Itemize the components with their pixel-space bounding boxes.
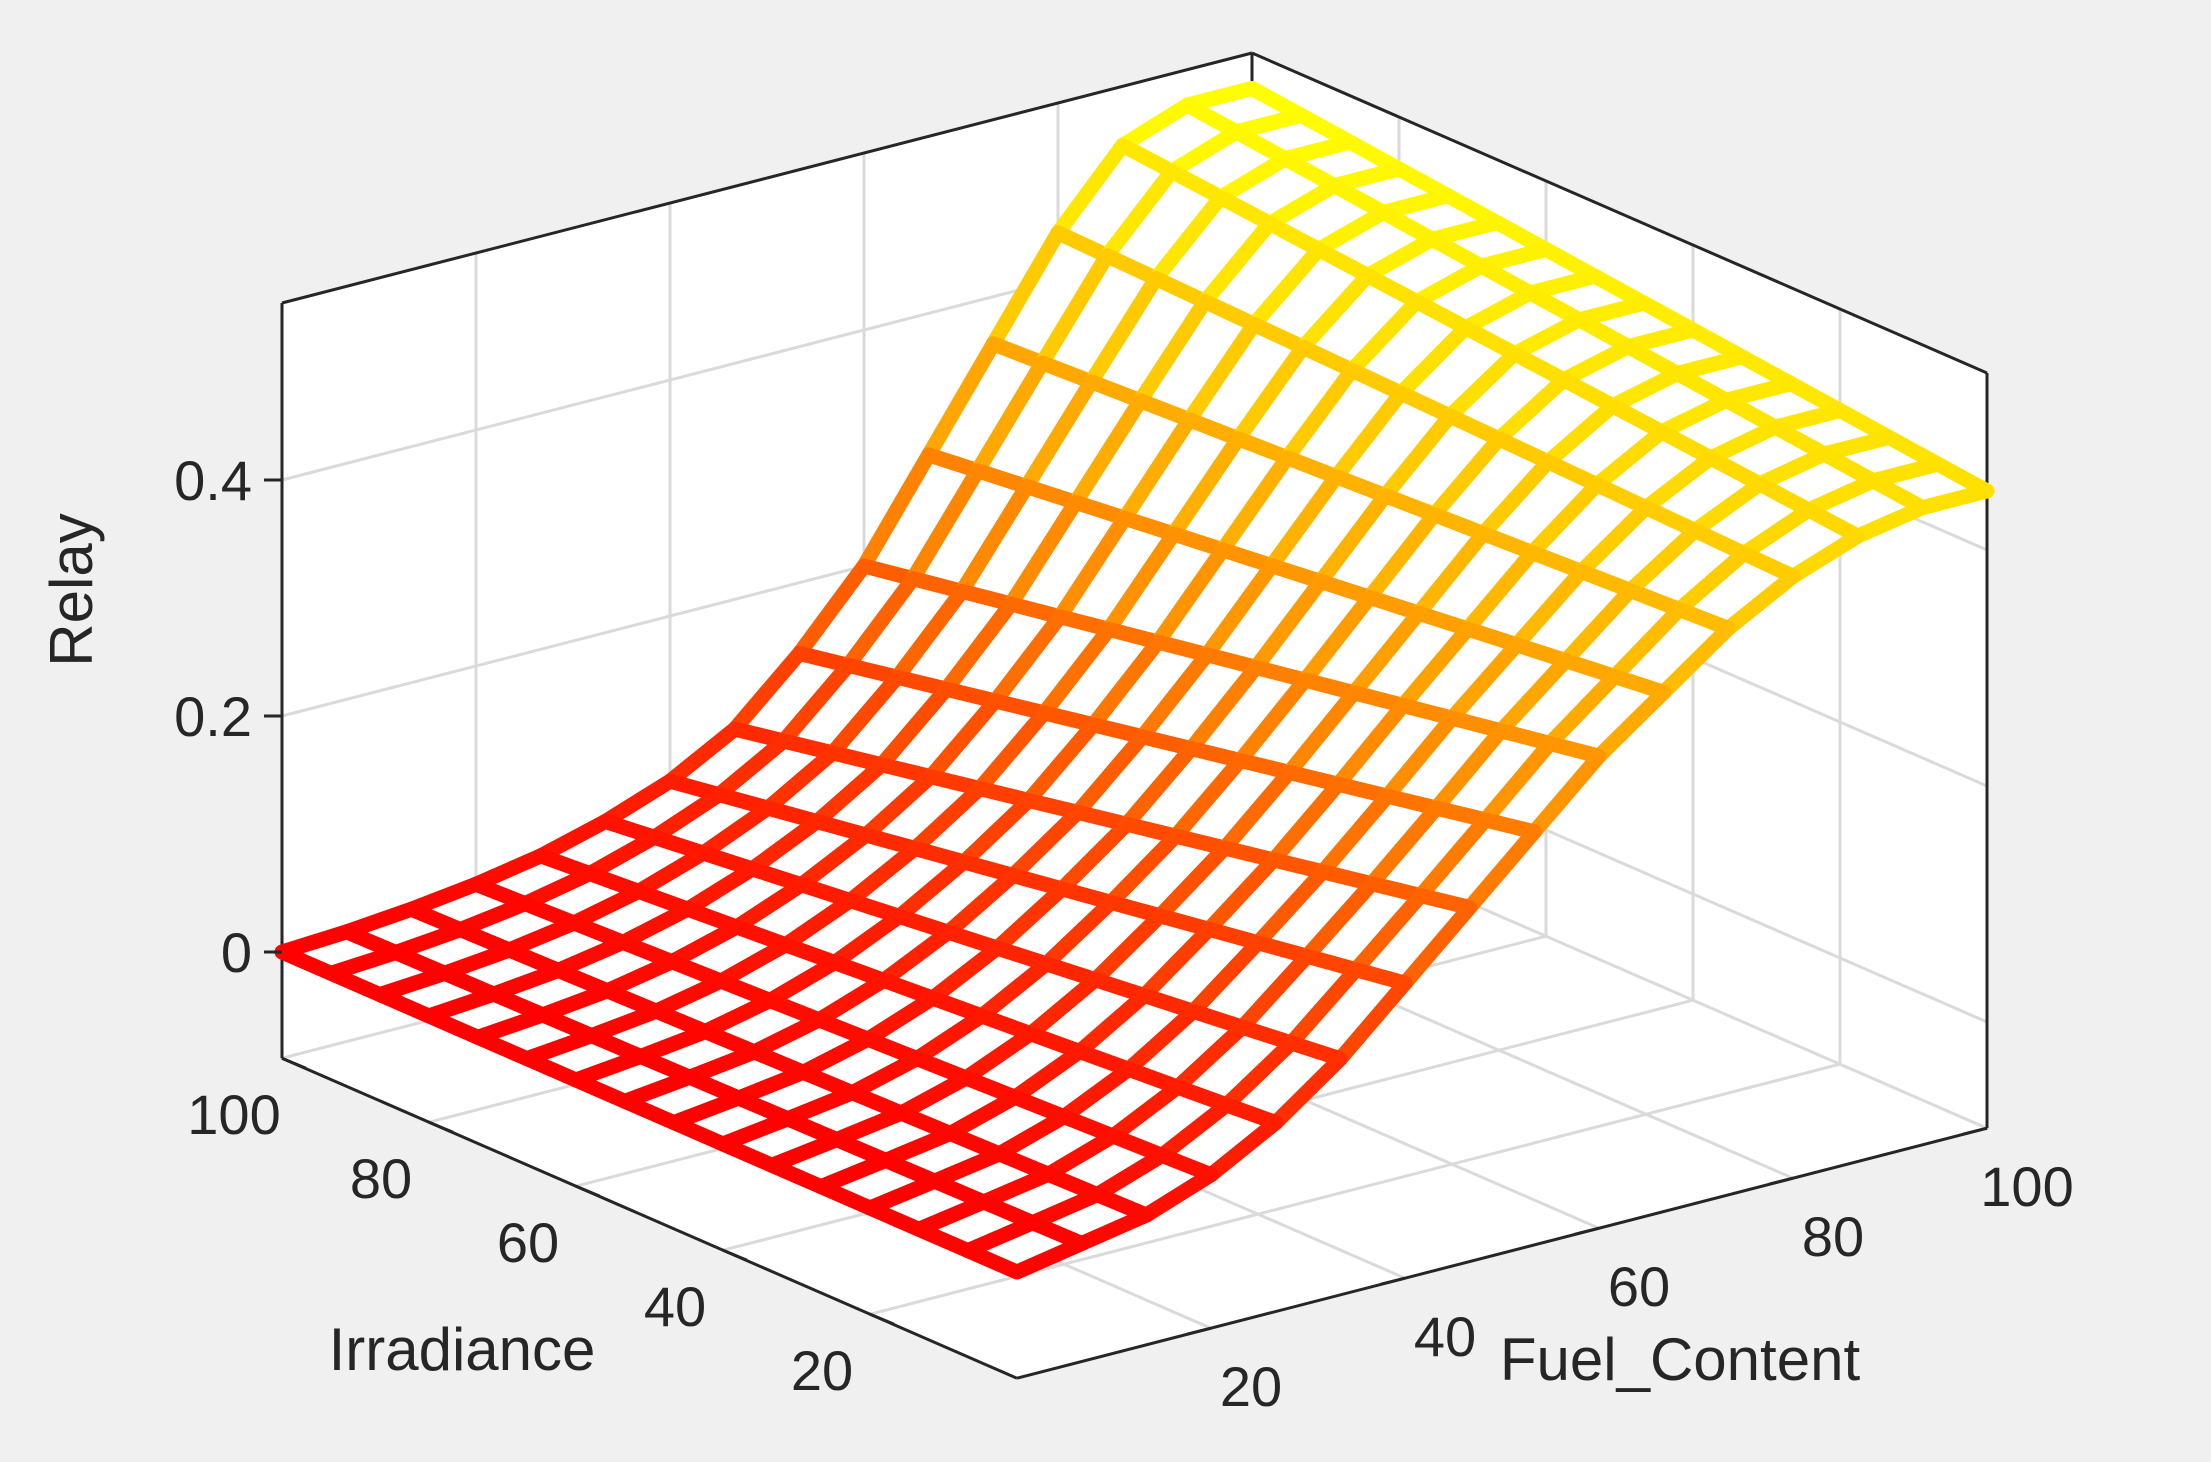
y-tick-mark	[869, 1312, 895, 1326]
y-tick-label: 100	[187, 1083, 280, 1146]
z-tick-label: 0	[221, 921, 252, 984]
y-tick-mark	[722, 1248, 748, 1262]
x-tick-mark	[1768, 1176, 1794, 1186]
box-edge	[1251, 51, 1988, 375]
x-tick-mark	[1574, 1226, 1600, 1236]
x-tick-mark	[1380, 1276, 1406, 1286]
x-axis-line	[1016, 1126, 1988, 1380]
tick-marks	[264, 478, 1988, 1336]
tick-labels: 0 0.2 0.4 20 40 60 80 100 20 40 60 80 100	[174, 449, 2074, 1418]
x-tick-mark	[1186, 1326, 1212, 1336]
box-edge	[281, 51, 1253, 305]
x-tick-mark	[1962, 1126, 1988, 1136]
y-tick-label: 80	[350, 1147, 412, 1210]
y-tick-mark	[281, 1056, 307, 1070]
x-tick-label: 60	[1608, 1255, 1670, 1318]
surface-cell	[960, 1215, 1090, 1280]
y-tick-label: 60	[497, 1211, 559, 1274]
y-tick-label: 20	[791, 1339, 853, 1402]
x-tick-label: 40	[1414, 1305, 1476, 1368]
z-axis-label: Relay	[38, 513, 105, 666]
x-axis-label: Fuel_Content	[1500, 1326, 1861, 1393]
y-tick-label: 40	[644, 1275, 706, 1338]
x-tick-label: 100	[1980, 1155, 2073, 1218]
y-axis-label: Irradiance	[329, 1316, 596, 1383]
surface-mesh	[274, 80, 1995, 1280]
y-tick-mark	[575, 1184, 601, 1198]
z-tick-label: 0.2	[174, 685, 252, 748]
y-tick-mark	[428, 1120, 454, 1134]
z-tick-label: 0.4	[174, 449, 252, 512]
x-tick-label: 80	[1802, 1205, 1864, 1268]
y-axis-line	[281, 1056, 1018, 1380]
x-tick-label: 20	[1220, 1355, 1282, 1418]
